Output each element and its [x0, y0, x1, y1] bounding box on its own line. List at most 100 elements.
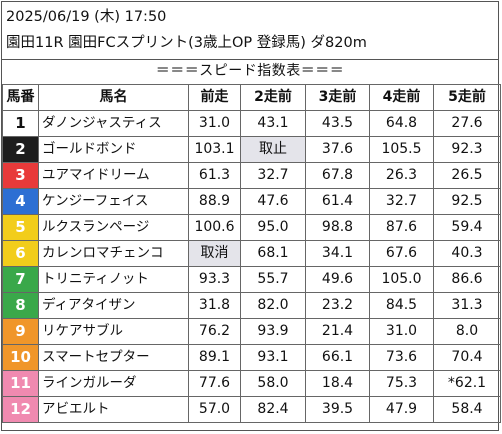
table-row: 7 トリニティノット 93.3 55.7 49.6 105.0 86.6	[2, 266, 501, 293]
speed-index-cell: 82.0	[240, 292, 306, 319]
horse-number: 11	[2, 370, 39, 397]
speed-index-cell: 64.8	[369, 110, 434, 137]
speed-index-cell: 75.3	[369, 370, 434, 397]
speed-index-cell: 67.8	[305, 162, 370, 189]
speed-index-cell: 31.0	[188, 110, 241, 137]
speed-index-cell: 43.1	[240, 110, 306, 137]
table-row: 5 ルクスランページ 100.6 95.0 98.8 87.6 59.4	[2, 214, 501, 241]
speed-index-cell: 40.3	[433, 240, 501, 267]
horse-number: 2	[2, 136, 39, 163]
horse-number: 12	[2, 396, 39, 423]
divider	[2, 59, 498, 60]
speed-index-cell: 100.6	[188, 214, 241, 241]
speed-index-cell: 95.0	[240, 214, 306, 241]
horse-number: 6	[2, 240, 39, 267]
speed-index-cell: 105.5	[369, 136, 434, 163]
table-row: 1 ダノンジャスティス 31.0 43.1 43.5 64.8 27.6	[2, 110, 501, 137]
speed-index-cell: 89.1	[188, 344, 241, 371]
table-title: ＝＝＝スピード指数表＝＝＝	[155, 63, 345, 79]
speed-index-cell: 93.1	[240, 344, 306, 371]
speed-index-cell: 31.0	[369, 318, 434, 345]
table-row: 6 カレンロマチェンコ 取消 68.1 34.1 67.6 40.3	[2, 240, 501, 267]
speed-index-cell: 32.7	[240, 162, 306, 189]
horse-number: 8	[2, 292, 39, 319]
speed-index-cell: 88.9	[188, 188, 241, 215]
race-title: 園田11R 園田FCスプリント(3歳上OP 登録馬) ダ820m	[6, 35, 367, 51]
horse-number: 5	[2, 214, 39, 241]
speed-index-cell: 66.1	[305, 344, 370, 371]
speed-index-cell: 92.3	[433, 136, 501, 163]
speed-index-cell: 58.4	[433, 396, 501, 423]
table-row: 8 ディアタイザン 31.8 82.0 23.2 84.5 31.3	[2, 292, 501, 319]
horse-number: 1	[2, 110, 39, 137]
speed-index-cell: 57.0	[188, 396, 241, 423]
col-header-number: 馬番	[2, 84, 39, 111]
speed-index-cell: 26.3	[369, 162, 434, 189]
horse-name: ダノンジャスティス	[38, 110, 189, 137]
speed-index-cell: 8.0	[433, 318, 501, 345]
speed-index-cell: 取止	[240, 136, 306, 163]
table-row: 10 スマートセプター 89.1 93.1 66.1 73.6 70.4	[2, 344, 501, 371]
speed-index-cell: 26.5	[433, 162, 501, 189]
speed-index-cell: 87.6	[369, 214, 434, 241]
col-header-last: 前走	[188, 84, 241, 111]
speed-index-cell: 84.5	[369, 292, 434, 319]
speed-index-cell: 93.9	[240, 318, 306, 345]
speed-index-cell: 68.1	[240, 240, 306, 267]
speed-index-cell: 61.3	[188, 162, 241, 189]
speed-index-cell: 34.1	[305, 240, 370, 267]
speed-index-cell: 76.2	[188, 318, 241, 345]
speed-index-cell: 82.4	[240, 396, 306, 423]
table-header-row: 馬番 馬名 前走 2走前 3走前 4走前 5走前	[2, 84, 501, 111]
horse-name: ラインガルーダ	[38, 370, 189, 397]
horse-number: 9	[2, 318, 39, 345]
speed-index-cell: 32.7	[369, 188, 434, 215]
horse-name: カレンロマチェンコ	[38, 240, 189, 267]
speed-index-cell: 31.8	[188, 292, 241, 319]
horse-name: トリニティノット	[38, 266, 189, 293]
speed-index-cell: *62.1	[433, 370, 501, 397]
col-header-5prev: 5走前	[433, 84, 501, 111]
speed-index-cell: 59.4	[433, 214, 501, 241]
table-row: 9 リケアサブル 76.2 93.9 21.4 31.0 8.0	[2, 318, 501, 345]
horse-name: ディアタイザン	[38, 292, 189, 319]
speed-index-table: 馬番 馬名 前走 2走前 3走前 4走前 5走前 1 ダノンジャスティス 31.0 4…	[2, 84, 501, 423]
speed-index-cell: 18.4	[305, 370, 370, 397]
speed-index-cell: 23.2	[305, 292, 370, 319]
speed-index-cell: 73.6	[369, 344, 434, 371]
horse-name: スマートセプター	[38, 344, 189, 371]
speed-index-cell: 47.9	[369, 396, 434, 423]
horse-name: リケアサブル	[38, 318, 189, 345]
speed-index-cell: 98.8	[305, 214, 370, 241]
speed-index-cell: 61.4	[305, 188, 370, 215]
horse-name: ケンジーフェイス	[38, 188, 189, 215]
horse-name: ルクスランページ	[38, 214, 189, 241]
col-header-2prev: 2走前	[240, 84, 306, 111]
speed-index-cell: 92.5	[433, 188, 501, 215]
speed-index-cell: 21.4	[305, 318, 370, 345]
horse-number: 4	[2, 188, 39, 215]
table-row: 12 アビエルト 57.0 82.4 39.5 47.9 58.4	[2, 396, 501, 423]
horse-number: 3	[2, 162, 39, 189]
speed-index-cell: 93.3	[188, 266, 241, 293]
horse-name: アビエルト	[38, 396, 189, 423]
speed-index-cell: 47.6	[240, 188, 306, 215]
table-row: 11 ラインガルーダ 77.6 58.0 18.4 75.3 *62.1	[2, 370, 501, 397]
speed-index-cell: 31.3	[433, 292, 501, 319]
col-header-name: 馬名	[38, 84, 189, 111]
table-row: 2 ゴールドボンド 103.1 取止 37.6 105.5 92.3	[2, 136, 501, 163]
table-row: 4 ケンジーフェイス 88.9 47.6 61.4 32.7 92.5	[2, 188, 501, 215]
speed-index-cell: 49.6	[305, 266, 370, 293]
speed-index-cell: 37.6	[305, 136, 370, 163]
col-header-3prev: 3走前	[305, 84, 370, 111]
horse-name: ユアマイドリーム	[38, 162, 189, 189]
speed-index-cell: 77.6	[188, 370, 241, 397]
race-datetime: 2025/06/19 (木) 17:50	[6, 9, 167, 25]
col-header-4prev: 4走前	[369, 84, 434, 111]
horse-name: ゴールドボンド	[38, 136, 189, 163]
speed-index-cell: 取消	[188, 240, 241, 267]
speed-index-cell: 86.6	[433, 266, 501, 293]
speed-index-cell: 103.1	[188, 136, 241, 163]
speed-index-cell: 27.6	[433, 110, 501, 137]
